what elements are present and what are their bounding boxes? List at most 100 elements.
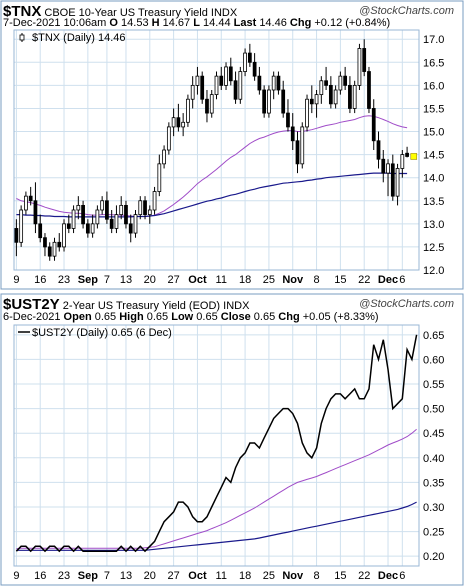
- tnx-candle-body: [276, 75, 281, 91]
- tnx-candle-body: [152, 191, 157, 211]
- tnx-high: 14.67: [162, 17, 191, 29]
- tnx-y-tick-label: 12.5: [423, 242, 444, 254]
- tnx-x-tick-label: 25: [263, 274, 275, 286]
- ust2y-x-tick-label: 7: [104, 570, 110, 582]
- ust2y-x-tick-label: 18: [239, 570, 251, 582]
- tnx-last-marker: [410, 153, 418, 160]
- tnx-x-tick-label: 6: [399, 274, 405, 286]
- ust2y-chg-label: Chg: [278, 311, 300, 323]
- tnx-x-tick-label: 18: [239, 274, 251, 286]
- tnx-x-tick-label: Nov: [282, 274, 304, 286]
- tnx-candle-body: [162, 149, 166, 165]
- tnx-candle-body: [105, 200, 109, 220]
- ust2y-ma-short-line: [16, 428, 417, 550]
- tnx-candle-body: [343, 75, 348, 86]
- tnx-open: 14.53: [121, 17, 149, 29]
- tnx-y-tick-label: 12.0: [423, 265, 444, 277]
- tnx-candle-body: [338, 75, 343, 91]
- ust2y-y-tick-label: 0.50: [423, 404, 444, 416]
- tnx-candle-body: [286, 112, 290, 128]
- tnx-x-tick-label: 7: [104, 274, 110, 286]
- tnx-candle-body: [147, 209, 152, 216]
- tnx-candle-body: [47, 246, 52, 257]
- tnx-candle-body: [271, 75, 276, 91]
- ust2y-date: 6-Dec-2021: [3, 311, 61, 323]
- tnx-candle-body: [281, 89, 286, 114]
- ust2y-close: 0.65: [253, 311, 276, 323]
- tnx-candle-body: [76, 204, 81, 211]
- tnx-open-label: O: [109, 17, 118, 29]
- tnx-x-tick-label: 16: [34, 274, 46, 286]
- ust2y-x-tick-label: 22: [358, 570, 370, 582]
- tnx-exchange: INDX: [210, 7, 238, 19]
- ust2y-y-tick-label: 0.25: [423, 527, 444, 539]
- ust2y-y-tick-label: 0.20: [423, 551, 444, 563]
- tnx-candle-body: [247, 52, 252, 63]
- ust2y-high: 0.65: [146, 311, 169, 323]
- tnx-symbol: $TNX: [3, 3, 42, 20]
- tnx-y-tick-label: 16.5: [423, 57, 444, 69]
- ust2y-x-tick-label: Dec: [378, 570, 398, 582]
- tnx-x-tick-label: Dec: [378, 274, 398, 286]
- tnx-candle-body: [81, 204, 85, 225]
- tnx-candle-body: [66, 223, 71, 229]
- ust2y-plot-frame: [13, 324, 420, 567]
- tnx-x-tick-label: 13: [120, 274, 132, 286]
- tnx-candle-body: [28, 195, 33, 202]
- tnx-candle-body: [190, 84, 195, 100]
- tnx-candle-body: [305, 98, 309, 128]
- ust2y-x-tick-label: 9: [13, 570, 19, 582]
- tnx-candle-body: [290, 126, 295, 142]
- ust2y-y-tick-label: 0.60: [423, 354, 444, 366]
- tnx-last: 14.46: [259, 17, 287, 29]
- tnx-title-line: $TNX CBOE 10-Year US Treasury Yield INDX: [3, 3, 237, 20]
- tnx-candle-body: [367, 71, 371, 109]
- ust2y-exchange: INDX: [223, 300, 250, 312]
- tnx-candle-body: [14, 228, 19, 243]
- tnx-candle-body: [390, 163, 395, 197]
- ust2y-x-tick-label: 20: [144, 570, 156, 582]
- tnx-last-label: Last: [233, 17, 257, 29]
- tnx-high-label: H: [151, 17, 160, 29]
- ust2y-x-tick-label: 8: [313, 570, 319, 582]
- tnx-candle-body: [238, 71, 243, 100]
- ust2y-low-label: Low: [171, 311, 194, 323]
- ust2y-x-tick-label: 16: [34, 570, 46, 582]
- tnx-candle-body: [400, 154, 405, 169]
- tnx-y-tick-label: 15.5: [423, 103, 444, 115]
- tnx-candle-body: [109, 218, 114, 229]
- tnx-plot-area: [14, 30, 419, 270]
- tnx-candle-body: [300, 126, 305, 165]
- tnx-candle-body: [395, 168, 400, 197]
- tnx-low: 14.44: [203, 17, 231, 29]
- tnx-candle-body: [85, 223, 90, 234]
- ust2y-watermark: @StockCharts.com: [359, 298, 454, 310]
- ust2y-close-label: Close: [220, 311, 251, 323]
- tnx-panel-border: [0, 0, 464, 290]
- tnx-candle-body: [348, 84, 352, 109]
- ust2y-x-tick-label: 6: [399, 570, 405, 582]
- tnx-candle-body: [328, 84, 333, 105]
- ust2y-panel-border: [0, 293, 464, 586]
- tnx-candle-body: [219, 75, 224, 86]
- tnx-candle-body: [200, 75, 205, 100]
- ust2y-y-tick-label: 0.30: [423, 502, 444, 514]
- ust2y-open-label: Open: [63, 311, 92, 323]
- ust2y-x-tick-label: 23: [58, 570, 70, 582]
- ust2y-x-tick-label: 15: [334, 570, 346, 582]
- tnx-candle-body: [319, 80, 324, 96]
- ust2y-x-tick-label: 27: [167, 570, 179, 582]
- tnx-candle-body: [157, 163, 162, 192]
- tnx-candle-body: [371, 108, 376, 142]
- ust2y-plot-area: [14, 325, 419, 566]
- tnx-chg: +0.12 (+0.84%): [314, 17, 391, 29]
- tnx-candle-body: [324, 80, 328, 86]
- tnx-x-tick-label: 23: [58, 274, 70, 286]
- tnx-candle-body: [52, 241, 57, 257]
- tnx-candle-body: [233, 80, 238, 100]
- tnx-candle-body: [143, 200, 147, 216]
- tnx-candle-body: [19, 209, 24, 243]
- tnx-title: CBOE 10-Year US Treasury Yield: [44, 7, 208, 19]
- tnx-candle-body: [252, 61, 257, 77]
- ust2y-y-tick-label: 0.35: [423, 477, 444, 489]
